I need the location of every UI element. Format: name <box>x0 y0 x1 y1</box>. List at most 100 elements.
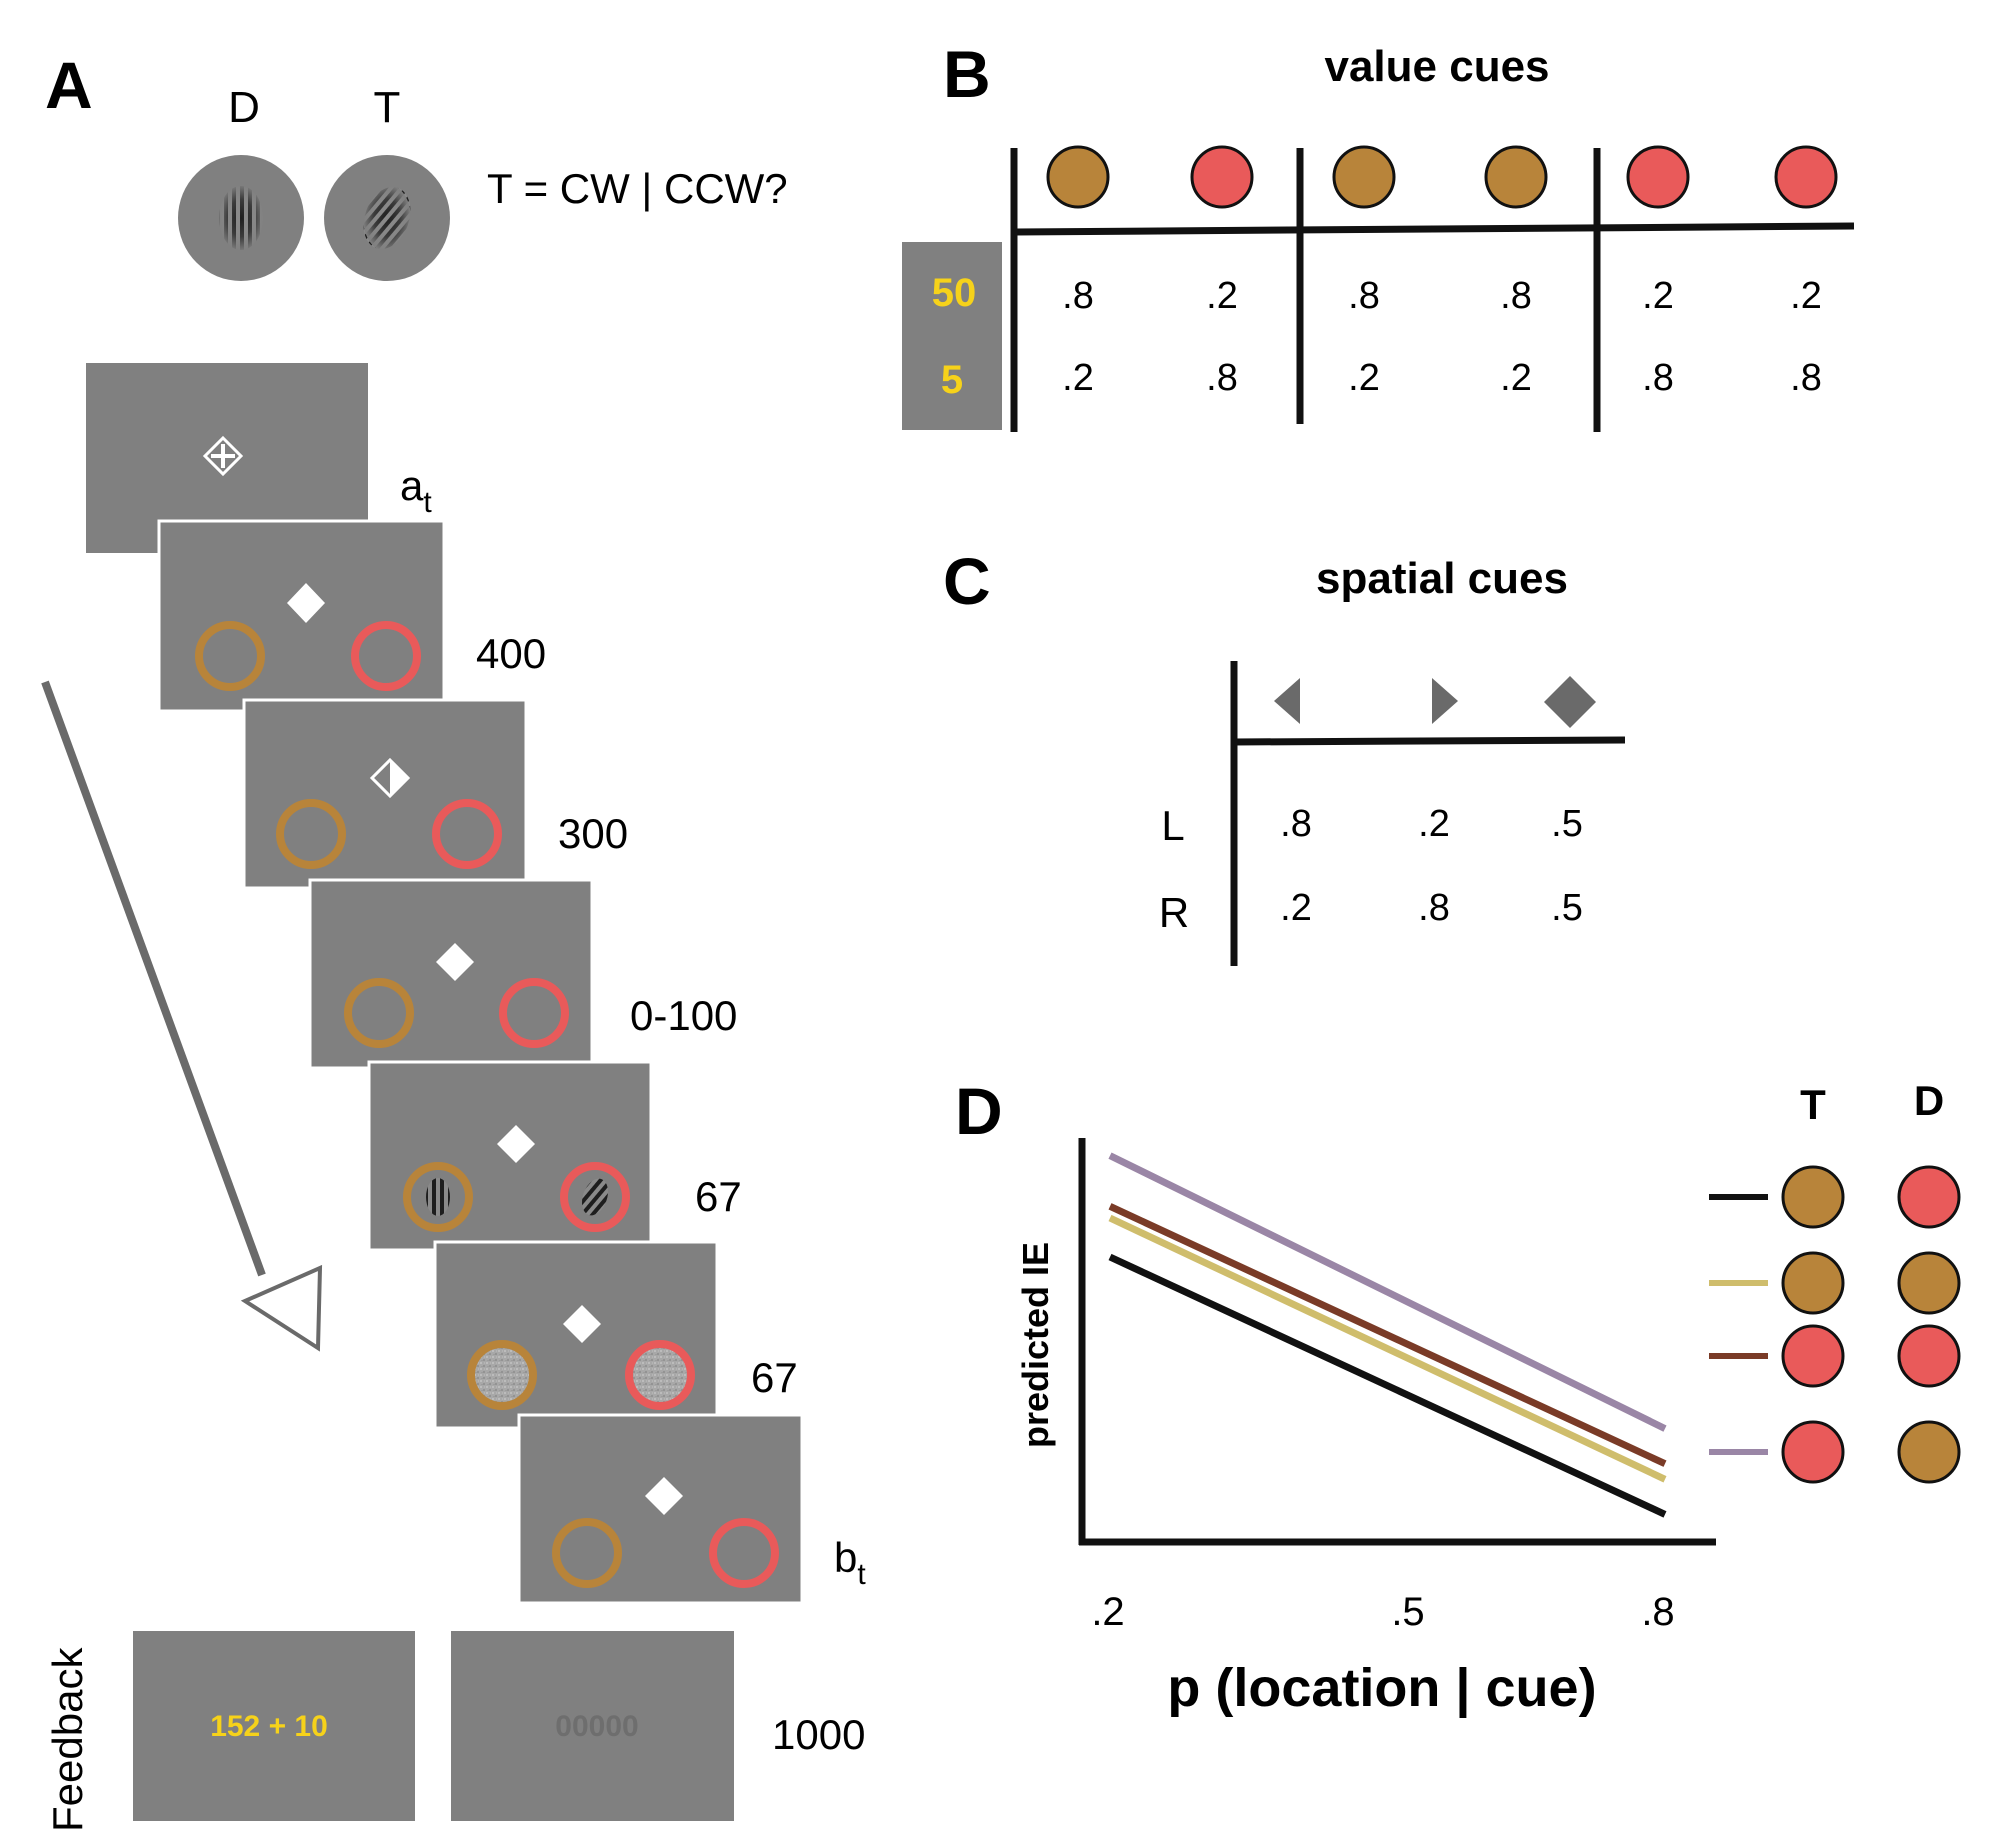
red-ring <box>709 1518 779 1588</box>
diamond-icon <box>1544 676 1596 728</box>
trial-screen-spatial-cue <box>242 698 528 890</box>
x-tick-label: .5 <box>1391 1590 1424 1634</box>
legend-header-t: T <box>1800 1081 1826 1128</box>
x-tick-labels: .2 .5 .8 <box>1091 1590 1674 1634</box>
right-arrow-icon <box>1432 678 1458 724</box>
series-line-2 <box>1108 1214 1667 1483</box>
legend-distractor-bronze-icon <box>1897 1251 1961 1315</box>
spatial-row-label-R: R <box>1159 889 1189 936</box>
duration-0-100: 0-100 <box>630 992 737 1039</box>
diamond-cue-icon <box>645 1477 683 1515</box>
probability-value: .2 <box>1206 275 1238 317</box>
target-gabor-icon <box>324 155 450 281</box>
probability-value: .8 <box>1062 275 1094 317</box>
bronze-mask-ring <box>467 1340 537 1410</box>
probability-value: .5 <box>1551 887 1583 929</box>
probability-value: .8 <box>1500 275 1532 317</box>
probability-value: .2 <box>1280 887 1312 929</box>
red-mask-ring <box>625 1340 695 1410</box>
reward-label-50: 50 <box>932 271 977 315</box>
feedback-screen-zero: 00000 <box>451 1631 734 1821</box>
legend-distractor-bronze-icon <box>1897 1420 1961 1484</box>
feedback-zero-text: 00000 <box>555 1710 638 1743</box>
probability-value: .5 <box>1551 803 1583 845</box>
distractor-gabor-icon <box>178 155 304 281</box>
probability-value: .2 <box>1418 803 1450 845</box>
panel-b-letter: B <box>943 37 991 111</box>
trial-screen-mask <box>433 1240 719 1430</box>
y-axis-label: predicted IE <box>1015 1242 1056 1448</box>
value-cue-circles <box>1046 145 1838 209</box>
panel-d-letter: D <box>955 1074 1003 1148</box>
red-ring <box>351 621 421 691</box>
duration-67-b: 67 <box>751 1354 798 1401</box>
diamond-cue-icon <box>563 1305 601 1343</box>
time-arrow <box>41 680 323 1352</box>
half-diamond-cue-icon <box>369 757 411 799</box>
red-ring <box>560 1162 630 1232</box>
probability-value: .8 <box>1790 357 1822 399</box>
diamond-cue-icon <box>287 583 325 623</box>
bronze-value-cue-icon <box>1332 145 1396 209</box>
red-value-cue-icon <box>1774 145 1838 209</box>
legend-target-bronze-icon <box>1781 1165 1845 1229</box>
panel-c-letter: C <box>943 544 991 618</box>
duration-67-a: 67 <box>695 1173 742 1220</box>
spatial-cue-table-lines <box>1230 661 1626 966</box>
red-value-cue-icon <box>1190 145 1254 209</box>
probability-value: .2 <box>1790 275 1822 317</box>
duration-300: 300 <box>558 810 628 857</box>
probability-value: .8 <box>1418 887 1450 929</box>
bronze-value-cue-icon <box>1484 145 1548 209</box>
diamond-cue-icon <box>436 943 474 981</box>
x-axis-label: p (location | cue) <box>1167 1658 1596 1719</box>
red-value-cue-icon <box>1626 145 1690 209</box>
fixation-cross-icon <box>202 435 244 477</box>
value-cues-title: value cues <box>1324 42 1549 91</box>
value-cue-table-lines <box>1010 148 1855 432</box>
probability-value: .8 <box>1642 357 1674 399</box>
bronze-ring <box>344 978 414 1048</box>
value-row-5: .2 .8 .2 .2 .8 .8 <box>1062 357 1822 399</box>
bronze-value-cue-icon <box>1046 145 1110 209</box>
trial-screen-value-cue <box>157 519 446 713</box>
reward-row-label-box <box>902 242 1002 430</box>
legend-target-red-icon <box>1781 1324 1845 1388</box>
feedback-label: Feedback <box>44 1647 91 1832</box>
a-t-label: at <box>400 462 432 519</box>
spatial-row-L: .8 .2 .5 <box>1280 803 1583 845</box>
series-line-3 <box>1108 1253 1667 1518</box>
probability-value: .2 <box>1348 357 1380 399</box>
gabor-icon <box>581 1178 609 1216</box>
value-row-50: .8 .2 .8 .8 .2 .2 <box>1062 275 1822 317</box>
probability-value: .8 <box>1348 275 1380 317</box>
chart-lines <box>1108 1152 1667 1518</box>
spatial-row-R: .2 .8 .5 <box>1280 887 1583 929</box>
distractor-label: D <box>228 83 260 132</box>
duration-400: 400 <box>476 630 546 677</box>
series-line-1 <box>1108 1203 1667 1467</box>
x-tick-label: .8 <box>1641 1590 1674 1634</box>
legend-target-bronze-icon <box>1781 1251 1845 1315</box>
x-tick-label: .2 <box>1091 1590 1124 1634</box>
panel-a-letter: A <box>45 48 93 122</box>
b-t-label: bt <box>834 1534 866 1591</box>
red-ring <box>432 799 502 869</box>
diamond-cue-icon <box>497 1125 535 1163</box>
probability-value: .2 <box>1642 275 1674 317</box>
feedback-duration: 1000 <box>772 1711 865 1758</box>
target-label: T <box>374 83 401 132</box>
legend-distractor-red-icon <box>1897 1324 1961 1388</box>
legend-distractor-red-icon <box>1897 1165 1961 1229</box>
probability-value: .2 <box>1500 357 1532 399</box>
gabor-icon <box>426 1178 450 1216</box>
legend-target-red-icon <box>1781 1420 1845 1484</box>
spatial-row-label-L: L <box>1161 802 1184 849</box>
series-line-0 <box>1108 1152 1667 1432</box>
task-question: T = CW | CCW? <box>487 165 788 212</box>
red-ring <box>499 978 569 1048</box>
trial-screen-response <box>517 1413 804 1605</box>
trial-screen-gabors <box>367 1060 653 1252</box>
probability-value: .8 <box>1206 357 1238 399</box>
bronze-ring <box>195 621 265 691</box>
